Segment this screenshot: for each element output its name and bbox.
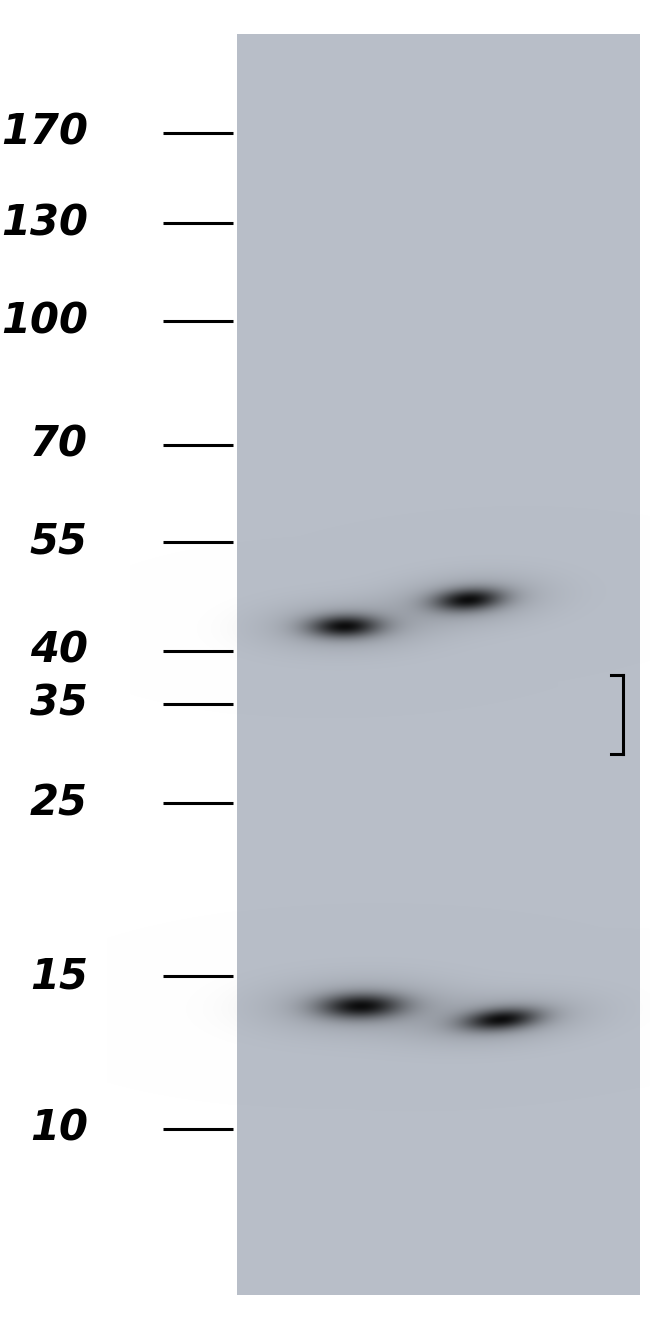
Text: 40: 40: [30, 629, 88, 672]
Text: 170: 170: [1, 112, 88, 154]
Text: 35: 35: [30, 683, 88, 725]
Text: 55: 55: [30, 521, 88, 563]
Text: 25: 25: [30, 782, 88, 825]
Text: 130: 130: [1, 202, 88, 244]
Text: 70: 70: [30, 424, 88, 466]
Text: 15: 15: [30, 955, 88, 997]
Text: 10: 10: [30, 1108, 88, 1150]
Text: 100: 100: [1, 300, 88, 343]
